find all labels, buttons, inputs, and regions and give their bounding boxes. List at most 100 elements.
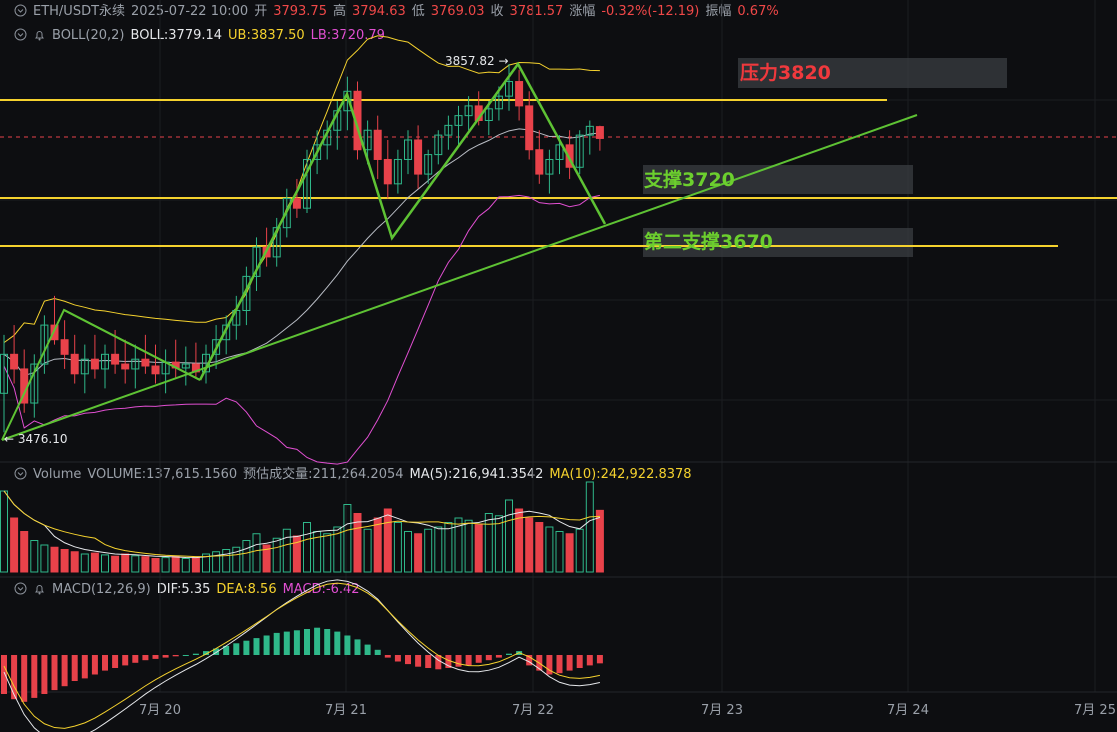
boll-value: BOLL:3779.14 bbox=[130, 28, 223, 43]
volume-bar bbox=[333, 526, 342, 573]
candle bbox=[101, 353, 109, 370]
macd-bar bbox=[394, 655, 401, 662]
volume-bar bbox=[111, 555, 120, 573]
macd-bar bbox=[506, 653, 512, 655]
candle bbox=[111, 353, 120, 365]
candles bbox=[0, 64, 604, 433]
macd-dea: DEA:8.56 bbox=[216, 582, 277, 597]
macd-bar bbox=[556, 655, 563, 674]
volume-bar bbox=[80, 553, 89, 573]
volume-bar bbox=[393, 522, 402, 573]
bell-icon[interactable] bbox=[33, 582, 46, 595]
high-value: 3794.63 bbox=[351, 4, 406, 19]
candle bbox=[393, 158, 402, 185]
volume-bar bbox=[141, 556, 150, 573]
macd-bar bbox=[435, 655, 442, 670]
symbol: ETH/USDT永续 bbox=[33, 4, 126, 19]
macd-bar bbox=[283, 631, 290, 655]
macd-bar bbox=[576, 655, 583, 668]
volume-bar bbox=[60, 549, 69, 573]
candle bbox=[484, 108, 493, 122]
x-tick-label: 7月 25 bbox=[1074, 703, 1116, 718]
collapse-icon[interactable] bbox=[14, 467, 27, 480]
macd-bar bbox=[384, 655, 391, 658]
pattern-main bbox=[198, 61, 607, 381]
candle bbox=[10, 353, 19, 370]
macd-bar bbox=[81, 655, 88, 679]
volume-bar bbox=[535, 522, 544, 573]
volume-bar bbox=[131, 555, 140, 573]
volume-name: Volume bbox=[33, 467, 82, 482]
candle bbox=[90, 358, 99, 370]
candle bbox=[555, 144, 564, 160]
macd-bar bbox=[324, 629, 331, 655]
close-value: 3781.57 bbox=[509, 4, 564, 19]
x-tick-label: 7月 24 bbox=[887, 703, 929, 718]
candle bbox=[535, 149, 544, 175]
macd-bar bbox=[243, 640, 250, 655]
macd-bar bbox=[91, 655, 98, 675]
support2-label: 第二支撑3670 bbox=[644, 230, 773, 253]
macd-dea-line bbox=[3, 582, 600, 729]
high-label: 高 bbox=[332, 4, 346, 19]
macd-bar bbox=[132, 655, 139, 663]
volume-bar bbox=[373, 517, 382, 573]
macd-bar bbox=[71, 655, 78, 681]
x-tick-label: 7月 22 bbox=[512, 703, 554, 718]
resistance-label: 压力3820 bbox=[740, 61, 831, 84]
volume-bar bbox=[434, 526, 443, 573]
collapse-icon[interactable] bbox=[14, 28, 27, 41]
candle bbox=[444, 124, 453, 136]
candle bbox=[303, 158, 311, 209]
candle bbox=[585, 125, 594, 136]
volume-bar bbox=[363, 528, 372, 573]
macd-bar bbox=[223, 645, 230, 655]
macd-bar bbox=[112, 655, 119, 668]
support-box bbox=[643, 165, 913, 194]
macd-bar bbox=[465, 655, 472, 666]
macd-bar bbox=[586, 655, 593, 666]
volume-bar bbox=[171, 555, 180, 573]
close-label: 收 bbox=[490, 4, 504, 19]
macd-bar bbox=[546, 655, 553, 675]
candle bbox=[313, 144, 322, 160]
candle bbox=[373, 129, 382, 160]
macd-bar bbox=[182, 655, 189, 656]
macd-name: MACD(12,26,9) bbox=[52, 582, 151, 597]
volume-bar bbox=[323, 533, 332, 573]
macd-bar bbox=[344, 635, 351, 655]
candle bbox=[50, 324, 59, 341]
macd-bar bbox=[172, 655, 179, 657]
macd-bar bbox=[415, 655, 422, 667]
candle bbox=[424, 154, 433, 175]
macd-bar bbox=[203, 651, 209, 655]
macd-bar bbox=[31, 655, 38, 698]
volume-bar bbox=[555, 531, 564, 573]
bell-icon[interactable] bbox=[33, 28, 46, 41]
boll-lb-value: LB:3720.79 bbox=[310, 28, 385, 43]
candle bbox=[434, 134, 443, 156]
volume-bar bbox=[494, 515, 503, 573]
collapse-icon[interactable] bbox=[14, 582, 27, 595]
volume-estimate: 预估成交量:211,264.2054 bbox=[243, 467, 404, 482]
candle bbox=[525, 105, 534, 151]
candle bbox=[121, 363, 130, 370]
volume-bar bbox=[101, 554, 109, 573]
candle bbox=[292, 197, 301, 209]
volume-bar bbox=[585, 481, 594, 573]
candle bbox=[212, 339, 221, 355]
amplitude-label: 振幅 bbox=[705, 4, 732, 19]
volume-bar bbox=[474, 524, 483, 573]
boll-lb-line bbox=[3, 194, 601, 465]
volume-bar bbox=[303, 522, 311, 573]
macd-bar bbox=[21, 655, 28, 702]
boll-name: BOLL(20,2) bbox=[52, 28, 125, 43]
macd-bar bbox=[485, 655, 492, 661]
macd-bar bbox=[192, 653, 199, 655]
candle bbox=[30, 363, 39, 404]
volume-ma10: MA(10):242,922.8378 bbox=[549, 467, 692, 482]
chevron-down-icon[interactable] bbox=[14, 4, 27, 17]
macd-bar bbox=[596, 655, 603, 664]
macd-bar bbox=[364, 644, 371, 655]
